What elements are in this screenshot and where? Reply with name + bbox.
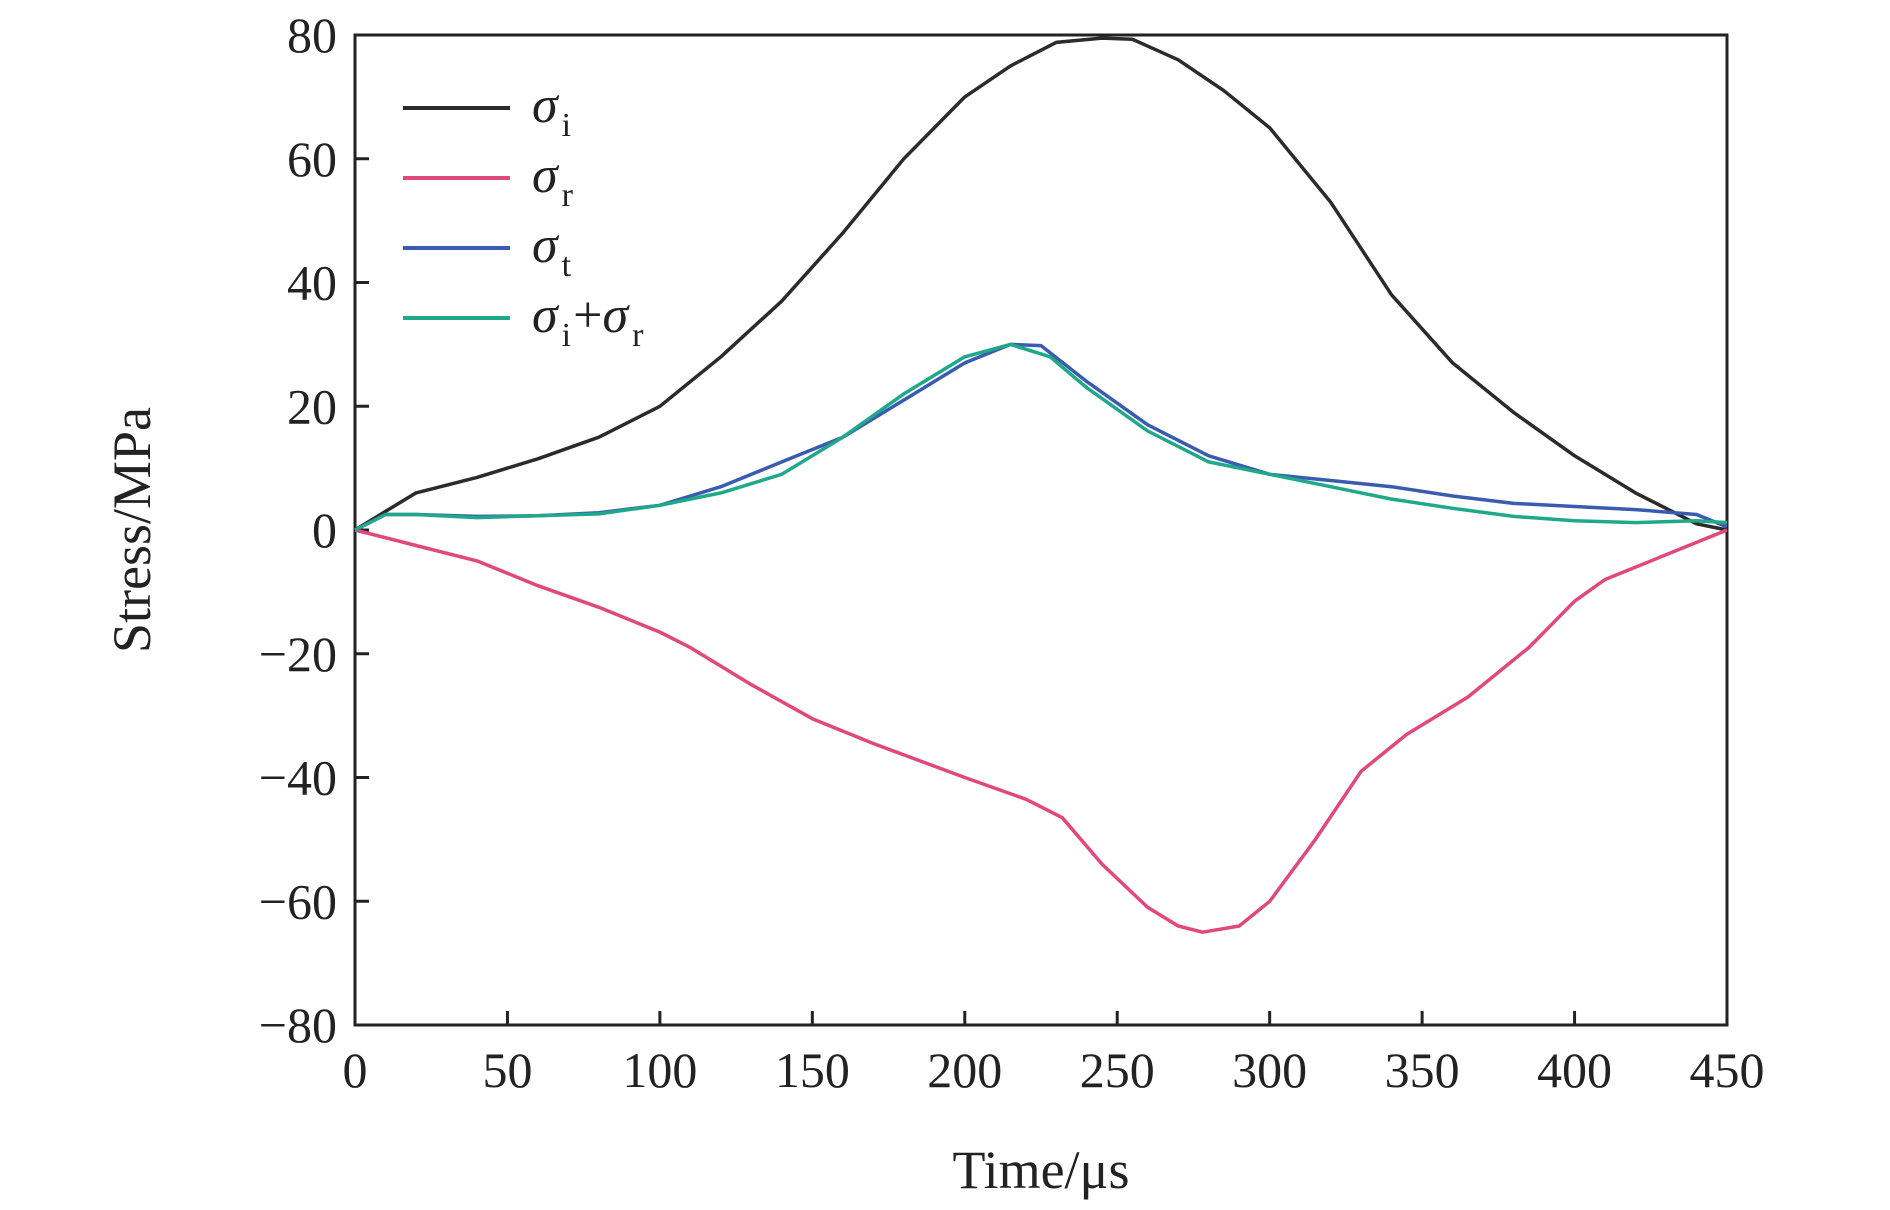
- x-tick-label: 450: [1690, 1042, 1765, 1098]
- y-tick-label: −20: [259, 626, 337, 682]
- y-axis-ticks: 80 60 40 20 0 −20 −40 −60 −80: [259, 7, 369, 1053]
- x-tick-label: 300: [1232, 1042, 1307, 1098]
- x-tick-label: 200: [927, 1042, 1002, 1098]
- y-tick-label: 20: [287, 378, 337, 434]
- y-tick-label: −60: [259, 873, 337, 929]
- y-tick-label: 0: [312, 502, 337, 558]
- x-tick-label: 50: [482, 1042, 532, 1098]
- x-tick-label: 350: [1385, 1042, 1460, 1098]
- x-axis-title: Time/μs: [952, 1140, 1129, 1200]
- x-tick-label: 100: [622, 1042, 697, 1098]
- y-tick-label: 60: [287, 131, 337, 187]
- y-tick-label: 80: [287, 7, 337, 63]
- legend: σ iσ rσ tσ i+σ r: [403, 77, 644, 354]
- x-axis-ticks: 0 50 100 150 200 250 300 350 400 450: [343, 1011, 1765, 1098]
- y-tick-label: 40: [287, 255, 337, 311]
- y-tick-label: −80: [259, 997, 337, 1053]
- x-tick-label: 0: [343, 1042, 368, 1098]
- series-line-4: [354, 342, 1728, 532]
- y-axis-title: Stress/MPa: [102, 407, 162, 653]
- legend-label-4: σ i+σ r: [532, 287, 644, 354]
- x-tick-label: 400: [1537, 1042, 1612, 1098]
- series-line-1: [354, 36, 1728, 532]
- y-tick-label: −40: [259, 750, 337, 806]
- x-tick-label: 150: [775, 1042, 850, 1098]
- series-line-2: [354, 528, 1728, 934]
- series-layer: [354, 36, 1728, 934]
- series-line-3: [354, 342, 1728, 532]
- x-tick-label: 250: [1080, 1042, 1155, 1098]
